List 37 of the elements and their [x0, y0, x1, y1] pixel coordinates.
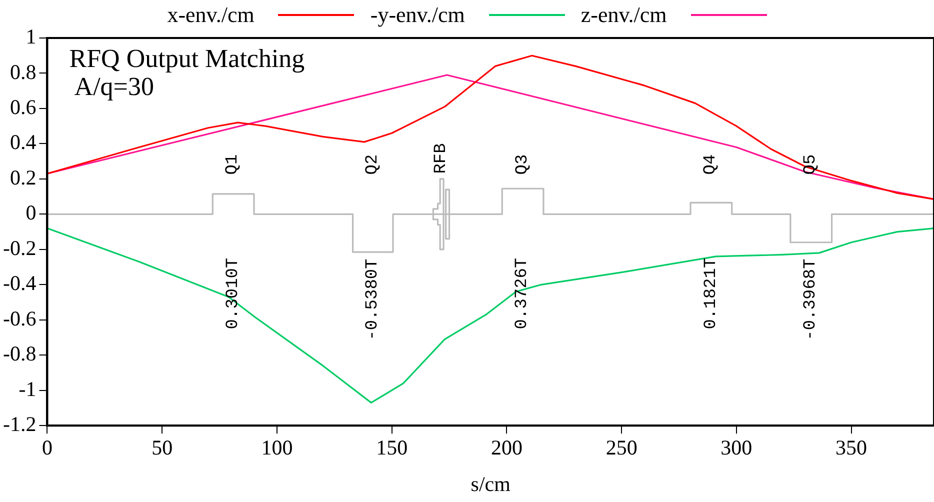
annotation: 0.3010T — [224, 258, 244, 330]
annotation: -0.5380T — [363, 258, 382, 340]
annotation: RFQ Output Matching — [69, 44, 305, 73]
legend-label: z-env./cm — [580, 2, 667, 28]
legend-label: -y-env./cm — [370, 2, 465, 28]
y-tick-label: -0.4 — [2, 271, 37, 296]
annotation: Q1 — [224, 154, 244, 174]
x-tick-label: 100 — [261, 436, 293, 460]
y-tick-label: 1 — [26, 24, 36, 49]
x-axis-title: s/cm — [470, 472, 510, 496]
y-tick-label: -1 — [18, 376, 36, 401]
y-tick-label: -0.2 — [2, 236, 36, 260]
x-tick-label: 0 — [42, 436, 52, 460]
y-tick-label: 0.8 — [10, 60, 36, 84]
y-tick-label: 0.2 — [10, 165, 36, 190]
annotation: -0.3968T — [801, 258, 820, 340]
y-tick-label: -1.2 — [2, 412, 36, 436]
y-tick-label: -0.6 — [2, 306, 36, 330]
x-tick-label: 150 — [376, 436, 408, 460]
annotation: Q3 — [513, 154, 532, 174]
y-tick-label: 0 — [26, 200, 36, 225]
annotation: RFB — [432, 143, 451, 174]
legend-label: x-env./cm — [167, 2, 254, 28]
x-tick-label: 350 — [836, 436, 868, 460]
x-tick-label: 300 — [720, 436, 752, 460]
y-tick-label: -0.8 — [2, 342, 36, 366]
x-tick-label: 50 — [152, 436, 173, 460]
y-tick-label: 0.4 — [10, 130, 37, 154]
x-tick-label: 200 — [490, 436, 522, 460]
annotation: A/q=30 — [73, 72, 154, 101]
annotation: 0.1821T — [702, 258, 721, 330]
annotation: Q5 — [802, 154, 821, 174]
annotation: Q4 — [702, 154, 721, 174]
annotation: Q2 — [364, 154, 383, 174]
x-tick-label: 250 — [606, 436, 638, 460]
annotation: 0.3726T — [513, 258, 532, 330]
y-tick-label: 0.6 — [10, 94, 36, 119]
